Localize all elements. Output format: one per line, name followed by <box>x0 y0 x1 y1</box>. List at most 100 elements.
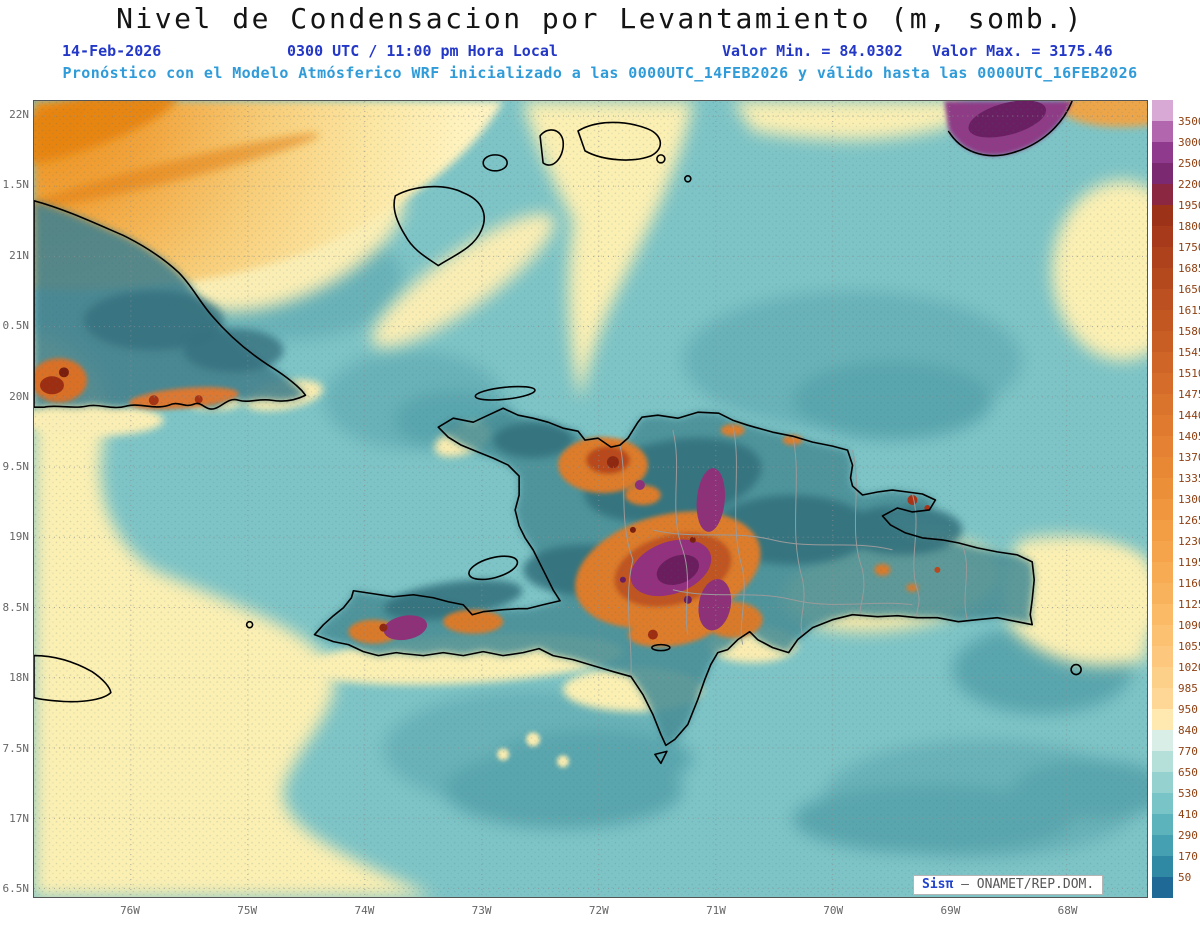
colorbar-value-label: 530 <box>1178 786 1198 800</box>
colorbar-segment <box>1152 331 1173 352</box>
great-inagua-island <box>393 185 485 267</box>
colorbar-value-label: 1335 <box>1178 471 1200 485</box>
colorbar-segment <box>1152 205 1173 226</box>
caicos-cay <box>656 154 666 164</box>
colorbar-value-label: 1405 <box>1178 429 1200 443</box>
colorbar-segment <box>1152 100 1173 121</box>
page-title: Nivel de Condensacion por Levantamiento … <box>116 2 1084 35</box>
colorbar-segment <box>1152 436 1173 457</box>
colorbar-segment <box>1152 604 1173 625</box>
colorbar-value-label: 170 <box>1178 849 1198 863</box>
colorbar-segment <box>1152 877 1173 898</box>
colorbar-value-label: 1230 <box>1178 534 1200 548</box>
colorbar-value-label: 1055 <box>1178 639 1200 653</box>
caicos-west-island <box>539 129 564 166</box>
lon-tick-label: 70W <box>823 904 844 917</box>
colorbar-segment <box>1152 247 1173 268</box>
colorbar-value-label: 1440 <box>1178 408 1200 422</box>
lat-tick-label: 17N <box>9 812 29 825</box>
colorbar <box>1152 100 1173 898</box>
colorbar-value-label: 1580 <box>1178 324 1200 338</box>
model-run-line: Pronóstico con el Modelo Atmósferico WRF… <box>62 64 1138 82</box>
lat-tick-label: 6.5N <box>2 882 30 896</box>
stipple-texture <box>34 101 1147 897</box>
colorbar-value-label: 1615 <box>1178 303 1200 317</box>
colorbar-segment <box>1152 352 1173 373</box>
colorbar-segment <box>1152 583 1173 604</box>
colorbar-value-label: 770 <box>1178 744 1198 758</box>
forecast-date: 14-Feb-2026 <box>62 42 162 60</box>
colorbar-value-label: 1300 <box>1178 492 1200 506</box>
colorbar-value-label: 1160 <box>1178 576 1200 590</box>
colorbar-segment <box>1152 814 1173 835</box>
colorbar-segment <box>1152 625 1173 646</box>
colorbar-value-label: 3000 <box>1178 135 1200 149</box>
forecast-info-line: 14-Feb-2026 0300 UTC / 11:00 pm Hora Loc… <box>0 42 1200 62</box>
colorbar-segment <box>1152 772 1173 793</box>
colorbar-segment <box>1152 499 1173 520</box>
caicos-islands <box>577 121 662 161</box>
colorbar-value-label: 50 <box>1178 870 1192 884</box>
lon-tick-label: 71W <box>706 904 726 917</box>
colorbar-value-label: 1650 <box>1178 282 1200 296</box>
colorbar-value-label: 650 <box>1178 765 1198 779</box>
colorbar-value-label: 1950 <box>1178 198 1200 212</box>
watermark: Sisπ – ONAMET/REP.DOM. <box>913 875 1104 895</box>
colorbar-segment <box>1152 268 1173 289</box>
colorbar-segment <box>1152 520 1173 541</box>
colorbar-segment <box>1152 289 1173 310</box>
colorbar-segment <box>1152 394 1173 415</box>
colorbar-segment <box>1152 667 1173 688</box>
lon-tick-label: 75W <box>237 904 258 917</box>
colorbar-value-label: 1750 <box>1178 240 1200 254</box>
colorbar-segment <box>1152 646 1173 667</box>
value-max: Valor Max. = 3175.46 <box>932 42 1113 60</box>
admin-boundaries <box>619 425 968 677</box>
lat-tick-label: 22N <box>9 108 29 121</box>
colorbar-value-label: 2500 <box>1178 156 1200 170</box>
colorbar-segment <box>1152 541 1173 562</box>
colorbar-segment <box>1152 730 1173 751</box>
jamaica-coastline <box>34 654 112 703</box>
colorbar-segment <box>1152 121 1173 142</box>
colorbar-value-label: 2200 <box>1178 177 1200 191</box>
lat-tick-label: 8.5N <box>2 600 30 614</box>
value-min: Valor Min. = 84.0302 <box>722 42 903 60</box>
lon-tick-label: 76W <box>120 904 140 917</box>
colorbar-value-label: 410 <box>1178 807 1198 821</box>
lon-tick-label: 68W <box>1057 904 1078 917</box>
colorbar-segment <box>1152 310 1173 331</box>
colorbar-value-label: 950 <box>1178 702 1198 716</box>
lon-tick-label: 74W <box>354 904 375 917</box>
colorbar-value-label: 1685 <box>1178 261 1200 275</box>
lat-tick-label: 1.5N <box>2 178 30 192</box>
lat-tick-label: 7.5N <box>2 741 30 755</box>
colorbar-value-label: 1265 <box>1178 513 1200 527</box>
beata-island <box>654 750 668 765</box>
colorbar-value-label: 1195 <box>1178 555 1200 569</box>
lake-enriquillo <box>651 643 671 652</box>
colorbar-value-label: 840 <box>1178 723 1198 737</box>
lat-tick-label: 20N <box>9 389 29 403</box>
tortuga-island <box>474 385 536 401</box>
colorbar-segment <box>1152 856 1173 877</box>
lat-tick-label: 9.5N <box>2 460 30 473</box>
colorbar-value-label: 1020 <box>1178 660 1200 674</box>
map-canvas <box>34 101 1147 897</box>
colorbar-segment <box>1152 163 1173 184</box>
lat-tick-label: 19N <box>9 530 29 544</box>
colorbar-value-label: 1090 <box>1178 618 1200 632</box>
colorbar-segment <box>1152 373 1173 394</box>
colorbar-segment <box>1152 457 1173 478</box>
colorbar-value-label: 1125 <box>1178 597 1200 611</box>
colorbar-segment <box>1152 184 1173 205</box>
colorbar-segment <box>1152 142 1173 163</box>
lat-tick-label: 0.5N <box>2 319 30 333</box>
colorbar-segment <box>1152 415 1173 436</box>
colorbar-segment <box>1152 751 1173 772</box>
watermark-brand: Sisπ <box>922 877 954 892</box>
colorbar-segment <box>1152 709 1173 730</box>
lon-tick-label: 73W <box>471 904 492 917</box>
lon-tick-label: 69W <box>940 904 961 917</box>
